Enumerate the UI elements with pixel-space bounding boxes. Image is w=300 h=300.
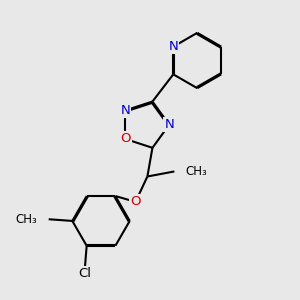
Text: O: O — [120, 133, 130, 146]
Text: N: N — [120, 104, 130, 117]
Text: N: N — [164, 118, 174, 131]
Text: CH₃: CH₃ — [185, 165, 207, 178]
Text: O: O — [130, 195, 141, 208]
Text: CH₃: CH₃ — [16, 213, 38, 226]
Text: Cl: Cl — [79, 267, 92, 280]
Text: N: N — [168, 40, 178, 53]
